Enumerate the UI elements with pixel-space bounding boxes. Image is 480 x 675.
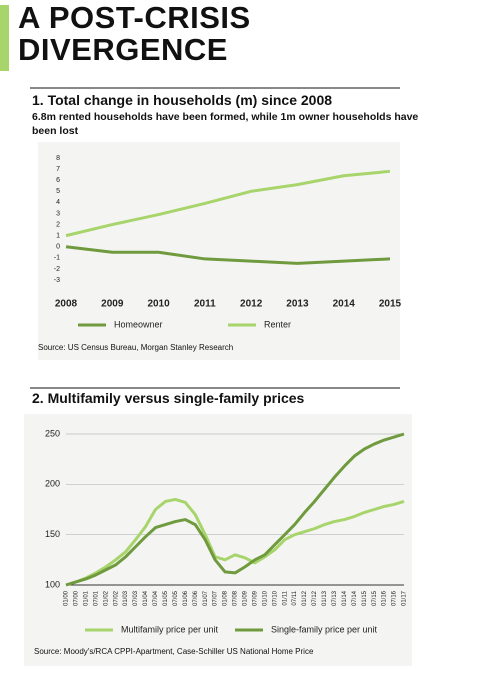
x-tick-label: 2011 [194, 299, 216, 310]
x-tick-label: 01/07 [203, 590, 209, 606]
x-tick-label: 07/11 [292, 590, 298, 605]
y-tick-label: 150 [45, 529, 60, 539]
y-tick-label: 200 [45, 479, 60, 489]
title-line: A POST-CRISIS [18, 0, 251, 35]
legend-label: Homeowner [114, 319, 163, 329]
x-tick-label: 07/02 [113, 590, 119, 606]
x-tick-label: 07/13 [332, 590, 338, 606]
y-tick-label: -2 [54, 266, 60, 273]
x-tick-label: 07/16 [392, 590, 398, 606]
x-tick-label: 2008 [55, 299, 78, 310]
title-line: DIVERGENCE [18, 32, 228, 67]
series-line [65, 432, 405, 587]
x-tick-label: 01/11 [282, 590, 288, 605]
series-line [65, 245, 391, 265]
y-tick-label: 4 [56, 199, 60, 206]
x-tick-label: 2014 [333, 299, 356, 310]
x-tick-label: 07/04 [153, 590, 159, 606]
x-tick-label: 01/16 [382, 590, 388, 606]
y-tick-label: 1 [56, 232, 60, 239]
x-tick-label: 01/13 [322, 590, 328, 606]
y-tick-label: 0 [56, 244, 60, 251]
x-tick-label: 01/08 [223, 590, 229, 606]
y-tick-label: 250 [45, 428, 60, 438]
chart-title: 2. Multifamily versus single-family pric… [32, 390, 305, 406]
y-tick-label: 5 [56, 188, 60, 195]
x-tick-label: 07/08 [233, 590, 239, 606]
header-title: A POST-CRISIS DIVERGENCE [18, 2, 251, 66]
x-tick-label: 07/05 [173, 590, 179, 606]
chart-title: 1. Total change in households (m) since … [32, 92, 333, 108]
legend-label: Single-family price per unit [271, 624, 378, 634]
x-tick-label: 01/04 [143, 590, 149, 606]
y-tick-label: 3 [56, 210, 60, 217]
y-tick-label: 6 [56, 177, 60, 184]
y-tick-label: -1 [54, 255, 60, 262]
x-tick-label: 01/17 [402, 590, 408, 606]
x-tick-label: 2012 [240, 299, 263, 310]
x-tick-label: 07/15 [372, 590, 378, 606]
x-tick-label: 07/03 [133, 590, 139, 606]
x-tick-label: 01/05 [163, 590, 169, 606]
legend-label: Multifamily price per unit [121, 624, 219, 634]
x-tick-label: 01/00 [64, 590, 70, 606]
y-tick-label: 2 [56, 221, 60, 228]
y-tick-label: 100 [45, 579, 60, 589]
x-tick-label: 01/03 [123, 590, 129, 606]
source: Source: Moody's/RCA CPPI-Apartment, Case… [34, 647, 314, 656]
panel [24, 414, 412, 666]
series-line [65, 169, 391, 238]
x-tick-label: 2009 [101, 299, 124, 310]
x-tick-label: 07/00 [74, 590, 80, 606]
x-tick-label: 01/10 [262, 590, 268, 606]
x-tick-label: 01/01 [83, 590, 89, 606]
y-tick-label: -3 [54, 277, 60, 284]
x-tick-label: 01/09 [243, 590, 249, 606]
legend-label: Renter [264, 319, 291, 329]
x-tick-label: 07/14 [352, 590, 358, 606]
x-tick-label: 07/06 [193, 590, 199, 606]
x-tick-label: 07/10 [272, 590, 278, 606]
y-tick-label: 8 [56, 155, 60, 162]
x-tick-label: 01/15 [362, 590, 368, 606]
x-tick-label: 01/06 [183, 590, 189, 606]
source: Source: US Census Bureau, Morgan Stanley… [38, 343, 234, 352]
x-tick-label: 07/01 [93, 590, 99, 606]
x-tick-label: 01/14 [342, 590, 348, 606]
x-tick-label: 2013 [286, 299, 309, 310]
x-tick-label: 07/07 [213, 590, 219, 606]
x-tick-label: 07/12 [312, 590, 318, 606]
x-tick-label: 01/02 [103, 590, 109, 606]
x-tick-label: 01/12 [302, 590, 308, 606]
x-tick-label: 2015 [379, 299, 402, 310]
header-bar [0, 5, 9, 71]
y-tick-label: 7 [56, 166, 60, 173]
series-line [65, 497, 405, 587]
chart-subtitle: 6.8m rented households have been formed,… [32, 111, 419, 137]
x-tick-label: 07/09 [252, 590, 258, 606]
x-tick-label: 2010 [147, 299, 170, 310]
